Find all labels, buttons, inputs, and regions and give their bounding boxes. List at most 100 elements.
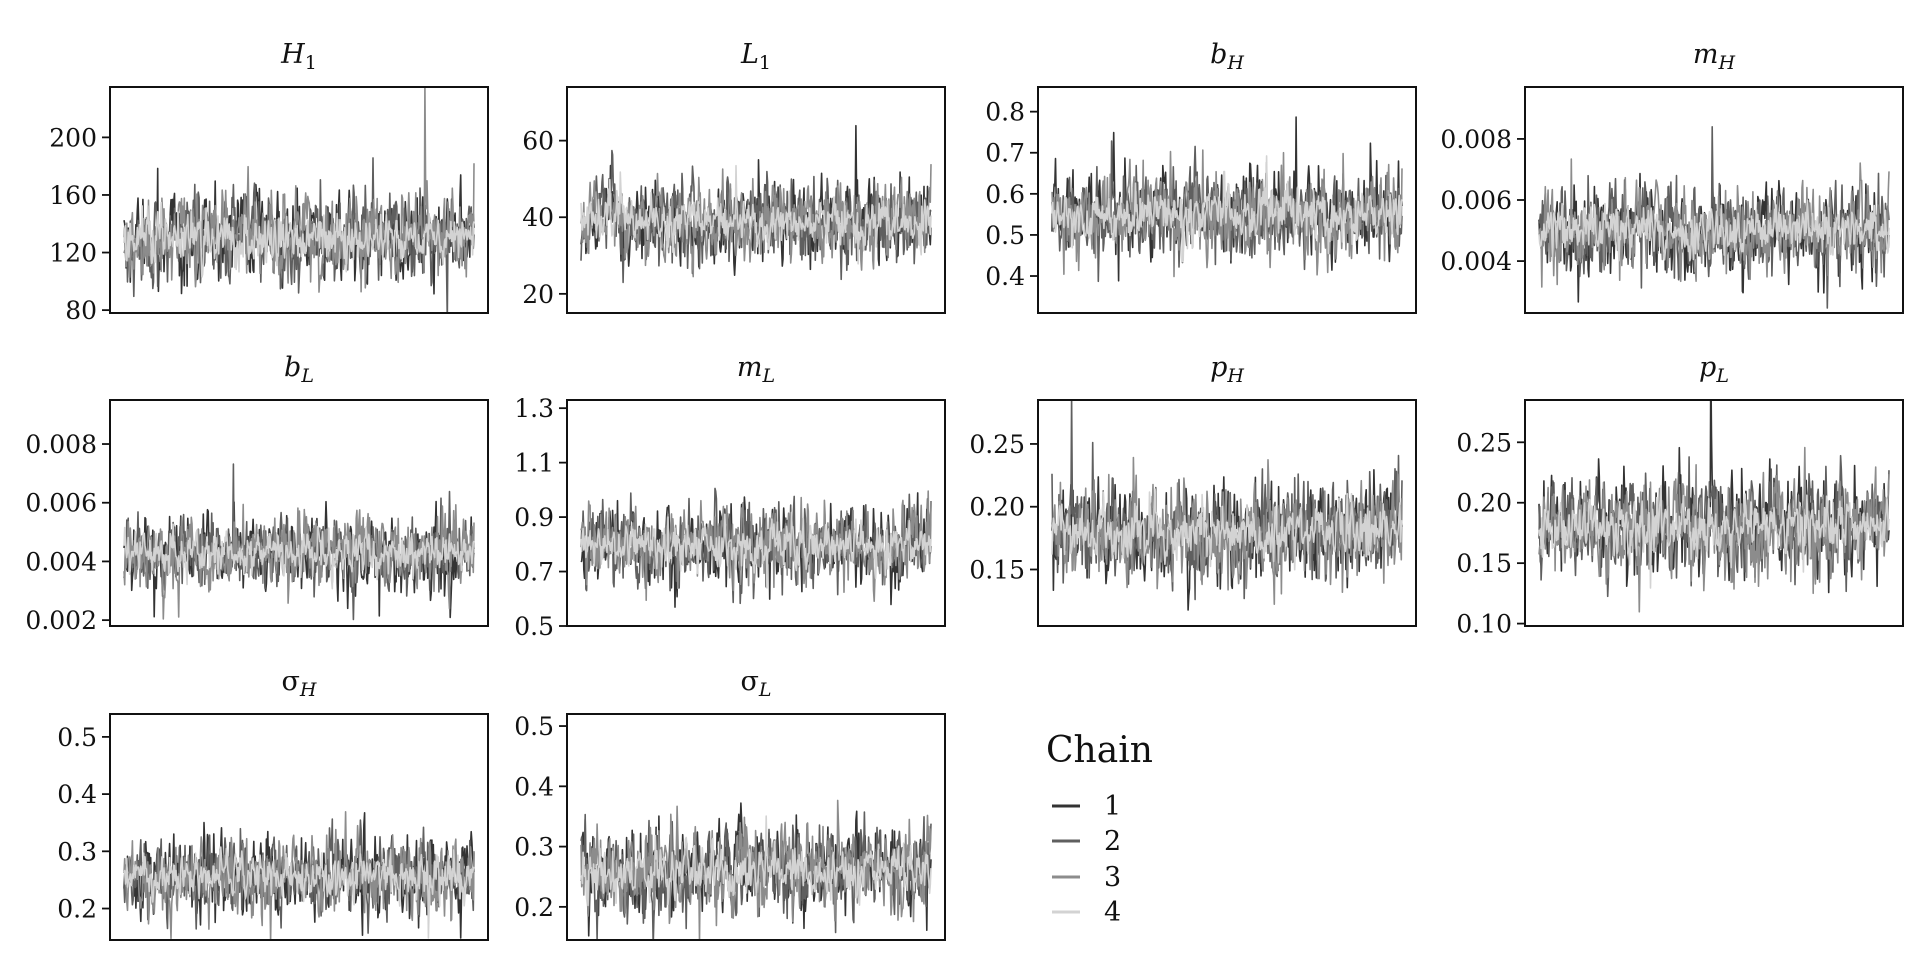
panel-border bbox=[566, 86, 946, 314]
trace-series-group bbox=[1538, 126, 1890, 309]
y-tick-label: 0.004 bbox=[25, 547, 97, 576]
y-tick-label: 0.9 bbox=[514, 503, 554, 532]
facet-title-5: bL bbox=[284, 352, 314, 387]
facet-panel-10: σL 0.2 0.3 0.4 0.5 bbox=[514, 666, 946, 941]
y-tick-label: 0.004 bbox=[1440, 247, 1512, 276]
facet-title-1: H1 bbox=[280, 39, 317, 74]
y-tick-label: 0.15 bbox=[1456, 549, 1512, 578]
trace-line-chain-4 bbox=[1538, 199, 1890, 262]
trace-line-chain-4 bbox=[1051, 488, 1403, 571]
legend-label-1: 1 bbox=[1104, 791, 1121, 822]
panel-border bbox=[566, 713, 946, 941]
facet-title-4: mH bbox=[1693, 39, 1736, 74]
trace-series-group bbox=[1051, 400, 1403, 611]
y-tick-label: 0.10 bbox=[1456, 610, 1512, 639]
y-tick-label: 0.002 bbox=[25, 606, 97, 635]
panel-border bbox=[1524, 399, 1904, 627]
y-tick-label: 80 bbox=[65, 296, 97, 325]
facet-title-8: pL bbox=[1699, 352, 1729, 387]
y-tick-label: 0.15 bbox=[969, 556, 1025, 585]
y-tick-label: 0.25 bbox=[969, 430, 1025, 459]
facet-panel-2: L1 20 40 60 bbox=[522, 39, 946, 314]
trace-line-chain-3 bbox=[123, 87, 475, 293]
y-tick-label: 0.008 bbox=[1440, 125, 1512, 154]
y-tick-label: 0.2 bbox=[57, 895, 97, 924]
trace-line-chain-4 bbox=[1538, 484, 1890, 589]
y-tick-label: 40 bbox=[522, 203, 554, 232]
legend-label-2: 2 bbox=[1104, 826, 1121, 857]
legend-item-2: 2 bbox=[1052, 826, 1121, 857]
facet-title-6: mL bbox=[737, 352, 775, 387]
panel-border bbox=[566, 399, 946, 627]
trace-series-group bbox=[1538, 400, 1890, 613]
facet-panels: H1 80 120 160 200 L1 20 40 60 bH 0.4 0.5 0.6 0.7 0.8 mH… bbox=[25, 39, 1904, 941]
trace-series-group bbox=[123, 87, 475, 313]
legend-title: Chain bbox=[1046, 730, 1153, 771]
facet-panel-9: σH 0.2 0.3 0.4 0.5 bbox=[57, 666, 489, 941]
y-tick-label: 60 bbox=[522, 127, 554, 156]
y-tick-label: 0.4 bbox=[514, 772, 554, 801]
panel-border bbox=[109, 713, 489, 941]
y-tick-label: 0.5 bbox=[514, 712, 554, 741]
y-tick-label: 0.2 bbox=[514, 893, 554, 922]
y-tick-label: 0.6 bbox=[985, 180, 1025, 209]
facet-title-7: pH bbox=[1210, 352, 1244, 387]
y-tick-label: 0.006 bbox=[1440, 186, 1512, 215]
facet-panel-4: mH 0.004 0.006 0.008 bbox=[1440, 39, 1904, 314]
legend-label-3: 3 bbox=[1104, 862, 1121, 893]
trace-line-chain-4 bbox=[580, 164, 932, 265]
panel-border bbox=[1037, 399, 1417, 627]
y-tick-label: 0.008 bbox=[25, 430, 97, 459]
trace-line-chain-4 bbox=[580, 815, 932, 907]
legend-item-3: 3 bbox=[1052, 862, 1121, 893]
y-tick-label: 0.25 bbox=[1456, 428, 1512, 457]
trace-line-chain-3 bbox=[123, 503, 475, 620]
panel-border bbox=[1037, 86, 1417, 314]
y-tick-label: 0.4 bbox=[985, 262, 1025, 291]
y-tick-label: 0.3 bbox=[514, 833, 554, 862]
trace-series-group bbox=[580, 799, 932, 940]
legend-item-4: 4 bbox=[1052, 897, 1121, 928]
chain-legend: Chain 1 2 3 4 bbox=[1046, 730, 1153, 928]
legend-item-1: 1 bbox=[1052, 791, 1121, 822]
trace-line-chain-4 bbox=[1051, 155, 1403, 263]
trace-line-chain-4 bbox=[123, 201, 475, 278]
legend-label-4: 4 bbox=[1104, 897, 1121, 928]
y-tick-label: 200 bbox=[49, 123, 97, 152]
facet-title-3: bH bbox=[1210, 39, 1244, 74]
y-tick-label: 0.7 bbox=[985, 139, 1025, 168]
y-tick-label: 1.1 bbox=[514, 449, 554, 478]
y-tick-label: 0.4 bbox=[57, 780, 97, 809]
y-tick-label: 1.3 bbox=[514, 394, 554, 423]
y-tick-label: 0.5 bbox=[985, 221, 1025, 250]
trace-line-chain-4 bbox=[123, 523, 475, 590]
trace-series-group bbox=[580, 124, 932, 284]
trace-series-group bbox=[123, 810, 475, 940]
y-tick-label: 0.8 bbox=[985, 98, 1025, 127]
y-tick-label: 0.5 bbox=[514, 612, 554, 641]
panel-border bbox=[109, 399, 489, 627]
facet-title-9: σH bbox=[281, 666, 316, 701]
y-tick-label: 0.5 bbox=[57, 723, 97, 752]
panel-border bbox=[109, 86, 489, 314]
facet-title-2: L1 bbox=[740, 39, 771, 74]
facet-panel-8: pL 0.10 0.15 0.20 0.25 bbox=[1456, 352, 1904, 639]
trace-series-group bbox=[123, 463, 475, 621]
trace-line-chain-3 bbox=[123, 810, 475, 940]
y-tick-label: 0.7 bbox=[514, 558, 554, 587]
trace-series-group bbox=[580, 487, 932, 608]
y-tick-label: 0.3 bbox=[57, 837, 97, 866]
y-tick-label: 0.20 bbox=[1456, 489, 1512, 518]
trace-series-group bbox=[1051, 116, 1403, 283]
trace-line-chain-4 bbox=[123, 846, 475, 939]
y-tick-label: 20 bbox=[522, 280, 554, 309]
facet-title-10: σL bbox=[740, 666, 771, 701]
facet-panel-3: bH 0.4 0.5 0.6 0.7 0.8 bbox=[985, 39, 1417, 314]
facet-panel-7: pH 0.15 0.20 0.25 bbox=[969, 352, 1417, 627]
y-tick-label: 0.006 bbox=[25, 489, 97, 518]
y-tick-label: 160 bbox=[49, 181, 97, 210]
y-tick-label: 120 bbox=[49, 239, 97, 268]
facet-panel-6: mL 0.5 0.7 0.9 1.1 1.3 bbox=[514, 352, 946, 641]
trace-line-chain-3 bbox=[1051, 149, 1403, 278]
